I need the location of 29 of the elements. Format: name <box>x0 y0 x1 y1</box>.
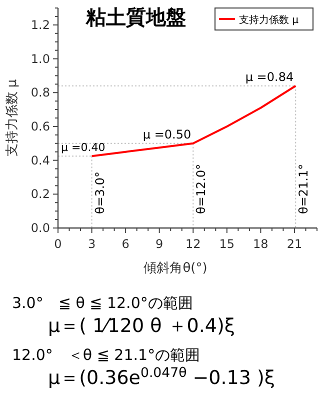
chart-title: 粘土質地盤 <box>85 5 186 29</box>
x-tick-label: 21 <box>286 237 302 251</box>
x-tick-label: 3 <box>88 237 96 251</box>
annotation: μ =0.40 <box>61 141 106 154</box>
x-tick-label: 0 <box>54 237 62 251</box>
y-tick-label: 0.8 <box>30 86 50 100</box>
text: 3.0° ≦ θ ≦ 12.0°の範囲 <box>12 294 193 312</box>
text: 12.0° ＜θ ≦ 21.1°の範囲 <box>12 346 200 364</box>
ref-line-label: θ=21.1° <box>296 164 311 214</box>
y-tick-label: 0.2 <box>30 187 50 202</box>
annotation: μ =0.50 <box>142 127 192 142</box>
text: μ＝(0.36e$^{0.047θ}$ −0.13 )ξ <box>48 366 276 389</box>
ref-line-label: θ=3.0° <box>92 172 107 214</box>
y-tick-label: 0.4 <box>30 153 50 168</box>
x-tick-label: 18 <box>253 237 268 251</box>
x-axis-title: 傾斜角θ(°) <box>144 261 208 276</box>
legend-label: 支持力係数 μ <box>239 14 300 26</box>
ref-line-label: θ=12.0° <box>194 164 208 214</box>
y-tick-label: 1.2 <box>30 18 50 32</box>
x-tick-label: 6 <box>122 237 130 251</box>
y-axis-title: 支持力係数 μ <box>5 79 20 157</box>
x-tick-label: 12 <box>185 237 201 251</box>
y-tick-label: 0.6 <box>30 119 50 134</box>
x-tick-label: 9 <box>156 237 164 251</box>
y-tick-label: 0.0 <box>30 221 50 235</box>
x-tick-label: 15 <box>219 237 235 251</box>
annotation: μ =0.84 <box>245 70 294 84</box>
text: μ＝( 1⁄120 θ ＋0.4)ξ <box>48 315 235 337</box>
y-tick-label: 1.0 <box>30 52 50 66</box>
